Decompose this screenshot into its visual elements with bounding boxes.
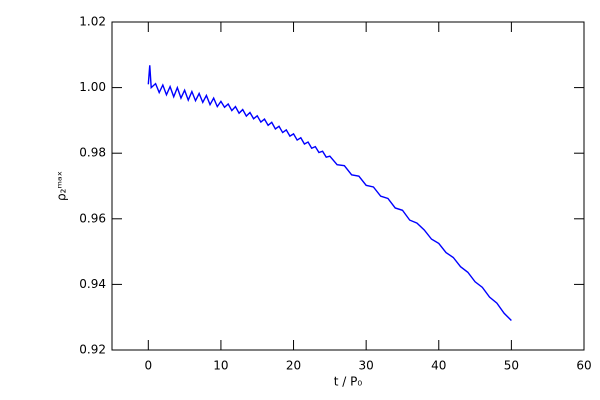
x-tick-label: 10 [213,359,228,373]
plot-frame [111,21,585,351]
x-tick-label: 0 [144,359,152,373]
y-tick-label: 0.94 [79,277,106,291]
x-tick-label: 50 [504,359,519,373]
y-axis-label: ρ₂ᵐᵃˣ [55,171,69,201]
data-line [147,65,512,321]
x-tick-label: 60 [576,359,591,373]
x-tick-label: 30 [359,359,374,373]
x-tick-label: 40 [431,359,446,373]
y-tick-label: 0.98 [79,146,106,160]
y-tick-label: 0.96 [79,211,106,225]
y-tick-label: 1.00 [79,80,106,94]
y-tick-label: 0.92 [79,343,106,357]
y-tick-label: 1.02 [79,15,106,29]
x-tick-label: 20 [286,359,301,373]
x-axis-label: t / P₀ [334,375,363,389]
